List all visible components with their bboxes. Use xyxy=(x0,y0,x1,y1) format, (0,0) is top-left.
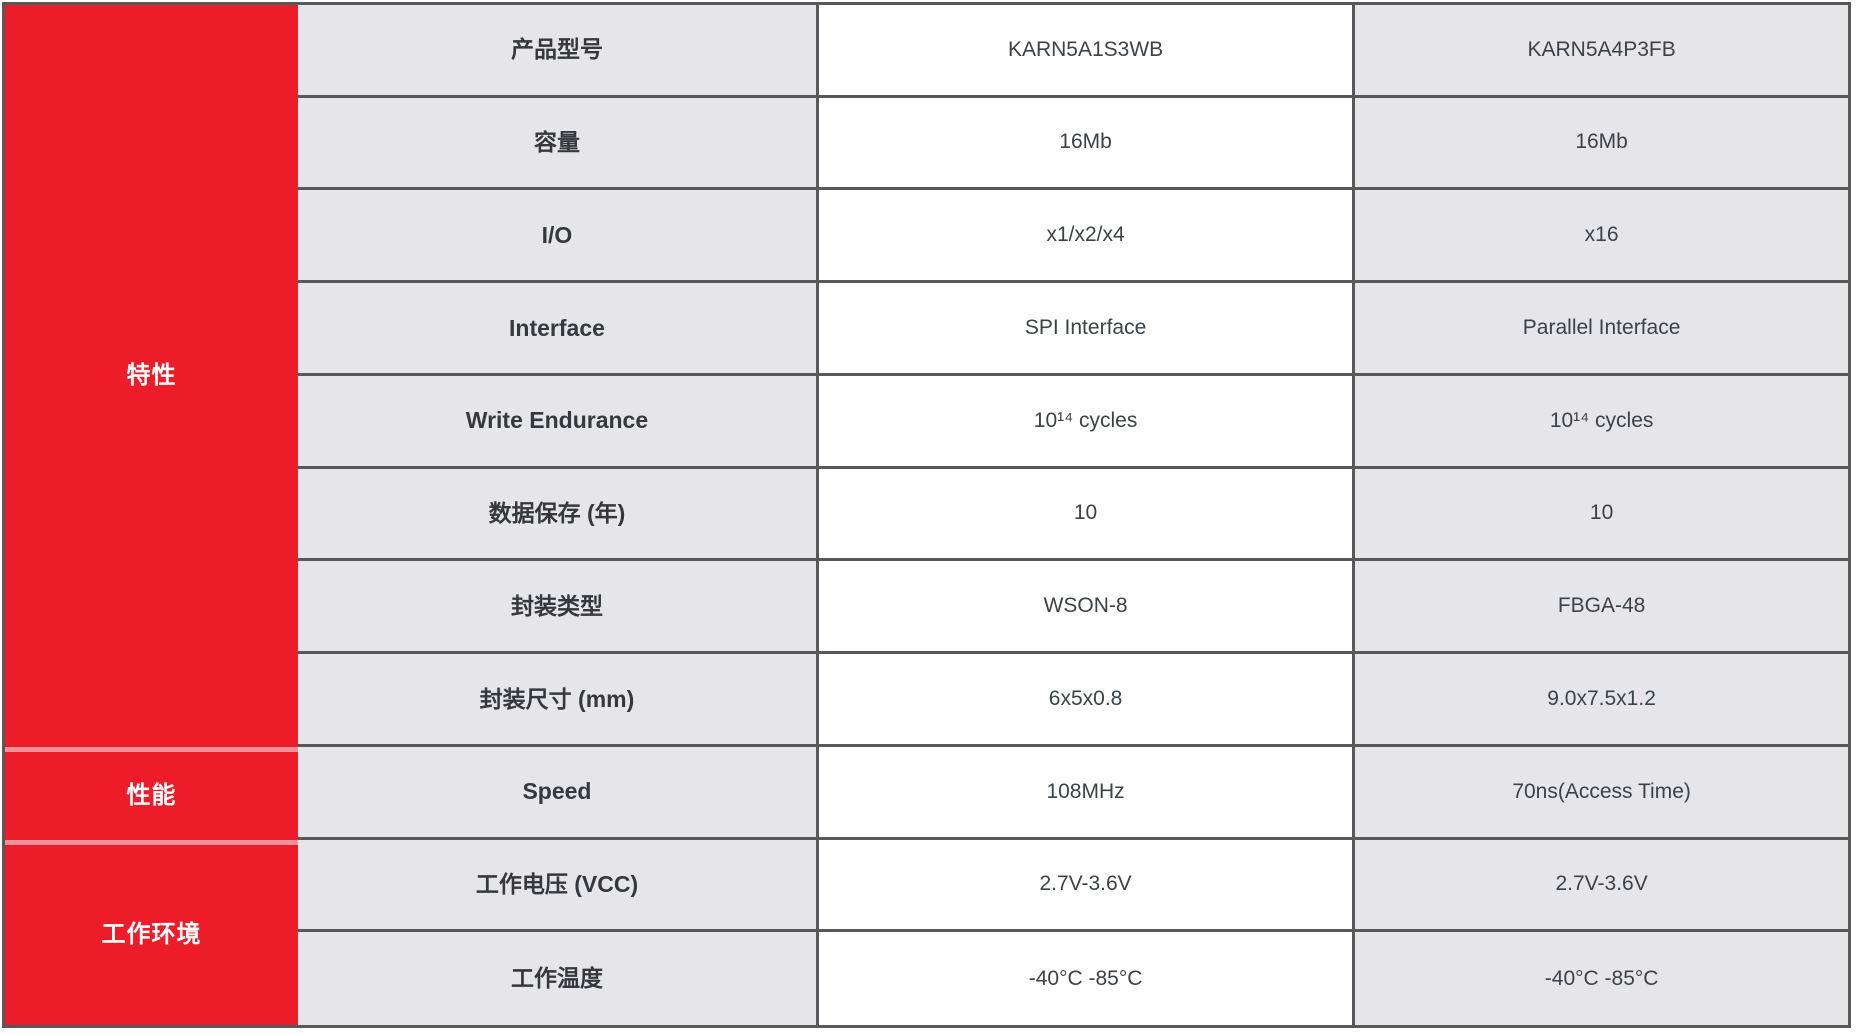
product-a-value: 2.7V-3.6V xyxy=(815,839,1353,933)
product-b-value: 9.0x7.5x1.2 xyxy=(1352,654,1848,747)
category-cell-features: 特性 xyxy=(5,5,299,747)
product-a-value: SPI Interface xyxy=(815,283,1353,376)
property-label: 容量 xyxy=(298,97,816,191)
product-b-value: x16 xyxy=(1352,190,1848,284)
product-b-value: 70ns(Access Time) xyxy=(1352,746,1848,840)
product-b-value: 10¹⁴ cycles xyxy=(1352,375,1848,469)
property-label: 产品型号 xyxy=(298,5,816,98)
product-b-value: FBGA-48 xyxy=(1352,561,1848,655)
product-b-value: 2.7V-3.6V xyxy=(1352,839,1848,933)
product-b-value: Parallel Interface xyxy=(1352,283,1848,376)
product-b-value: KARN5A4P3FB xyxy=(1352,5,1848,98)
product-a-value: KARN5A1S3WB xyxy=(815,5,1353,98)
product-b-value: 16Mb xyxy=(1352,97,1848,191)
product-a-value: 6x5x0.8 xyxy=(815,654,1353,747)
product-b-value: -40°C -85°C xyxy=(1352,932,1848,1025)
product-a-value: 108MHz xyxy=(815,746,1353,840)
property-label: 封装尺寸 (mm) xyxy=(298,654,816,747)
product-b-value: 10 xyxy=(1352,468,1848,562)
property-label: 工作电压 (VCC) xyxy=(298,839,816,933)
product-a-value: x1/x2/x4 xyxy=(815,190,1353,284)
property-label: Speed xyxy=(298,746,816,840)
property-label: 封装类型 xyxy=(298,561,816,655)
product-a-value: 10 xyxy=(815,468,1353,562)
category-cell-performance: 性能 xyxy=(5,746,299,840)
property-label: Write Endurance xyxy=(298,375,816,469)
product-a-value: -40°C -85°C xyxy=(815,932,1353,1025)
product-a-value: 10¹⁴ cycles xyxy=(815,375,1353,469)
property-label: 数据保存 (年) xyxy=(298,468,816,562)
property-label: Interface xyxy=(298,283,816,376)
product-a-value: 16Mb xyxy=(815,97,1353,191)
product-a-value: WSON-8 xyxy=(815,561,1353,655)
property-label: 工作温度 xyxy=(298,932,816,1025)
property-label: I/O xyxy=(298,190,816,284)
category-cell-operating-environment: 工作环境 xyxy=(5,839,299,1025)
